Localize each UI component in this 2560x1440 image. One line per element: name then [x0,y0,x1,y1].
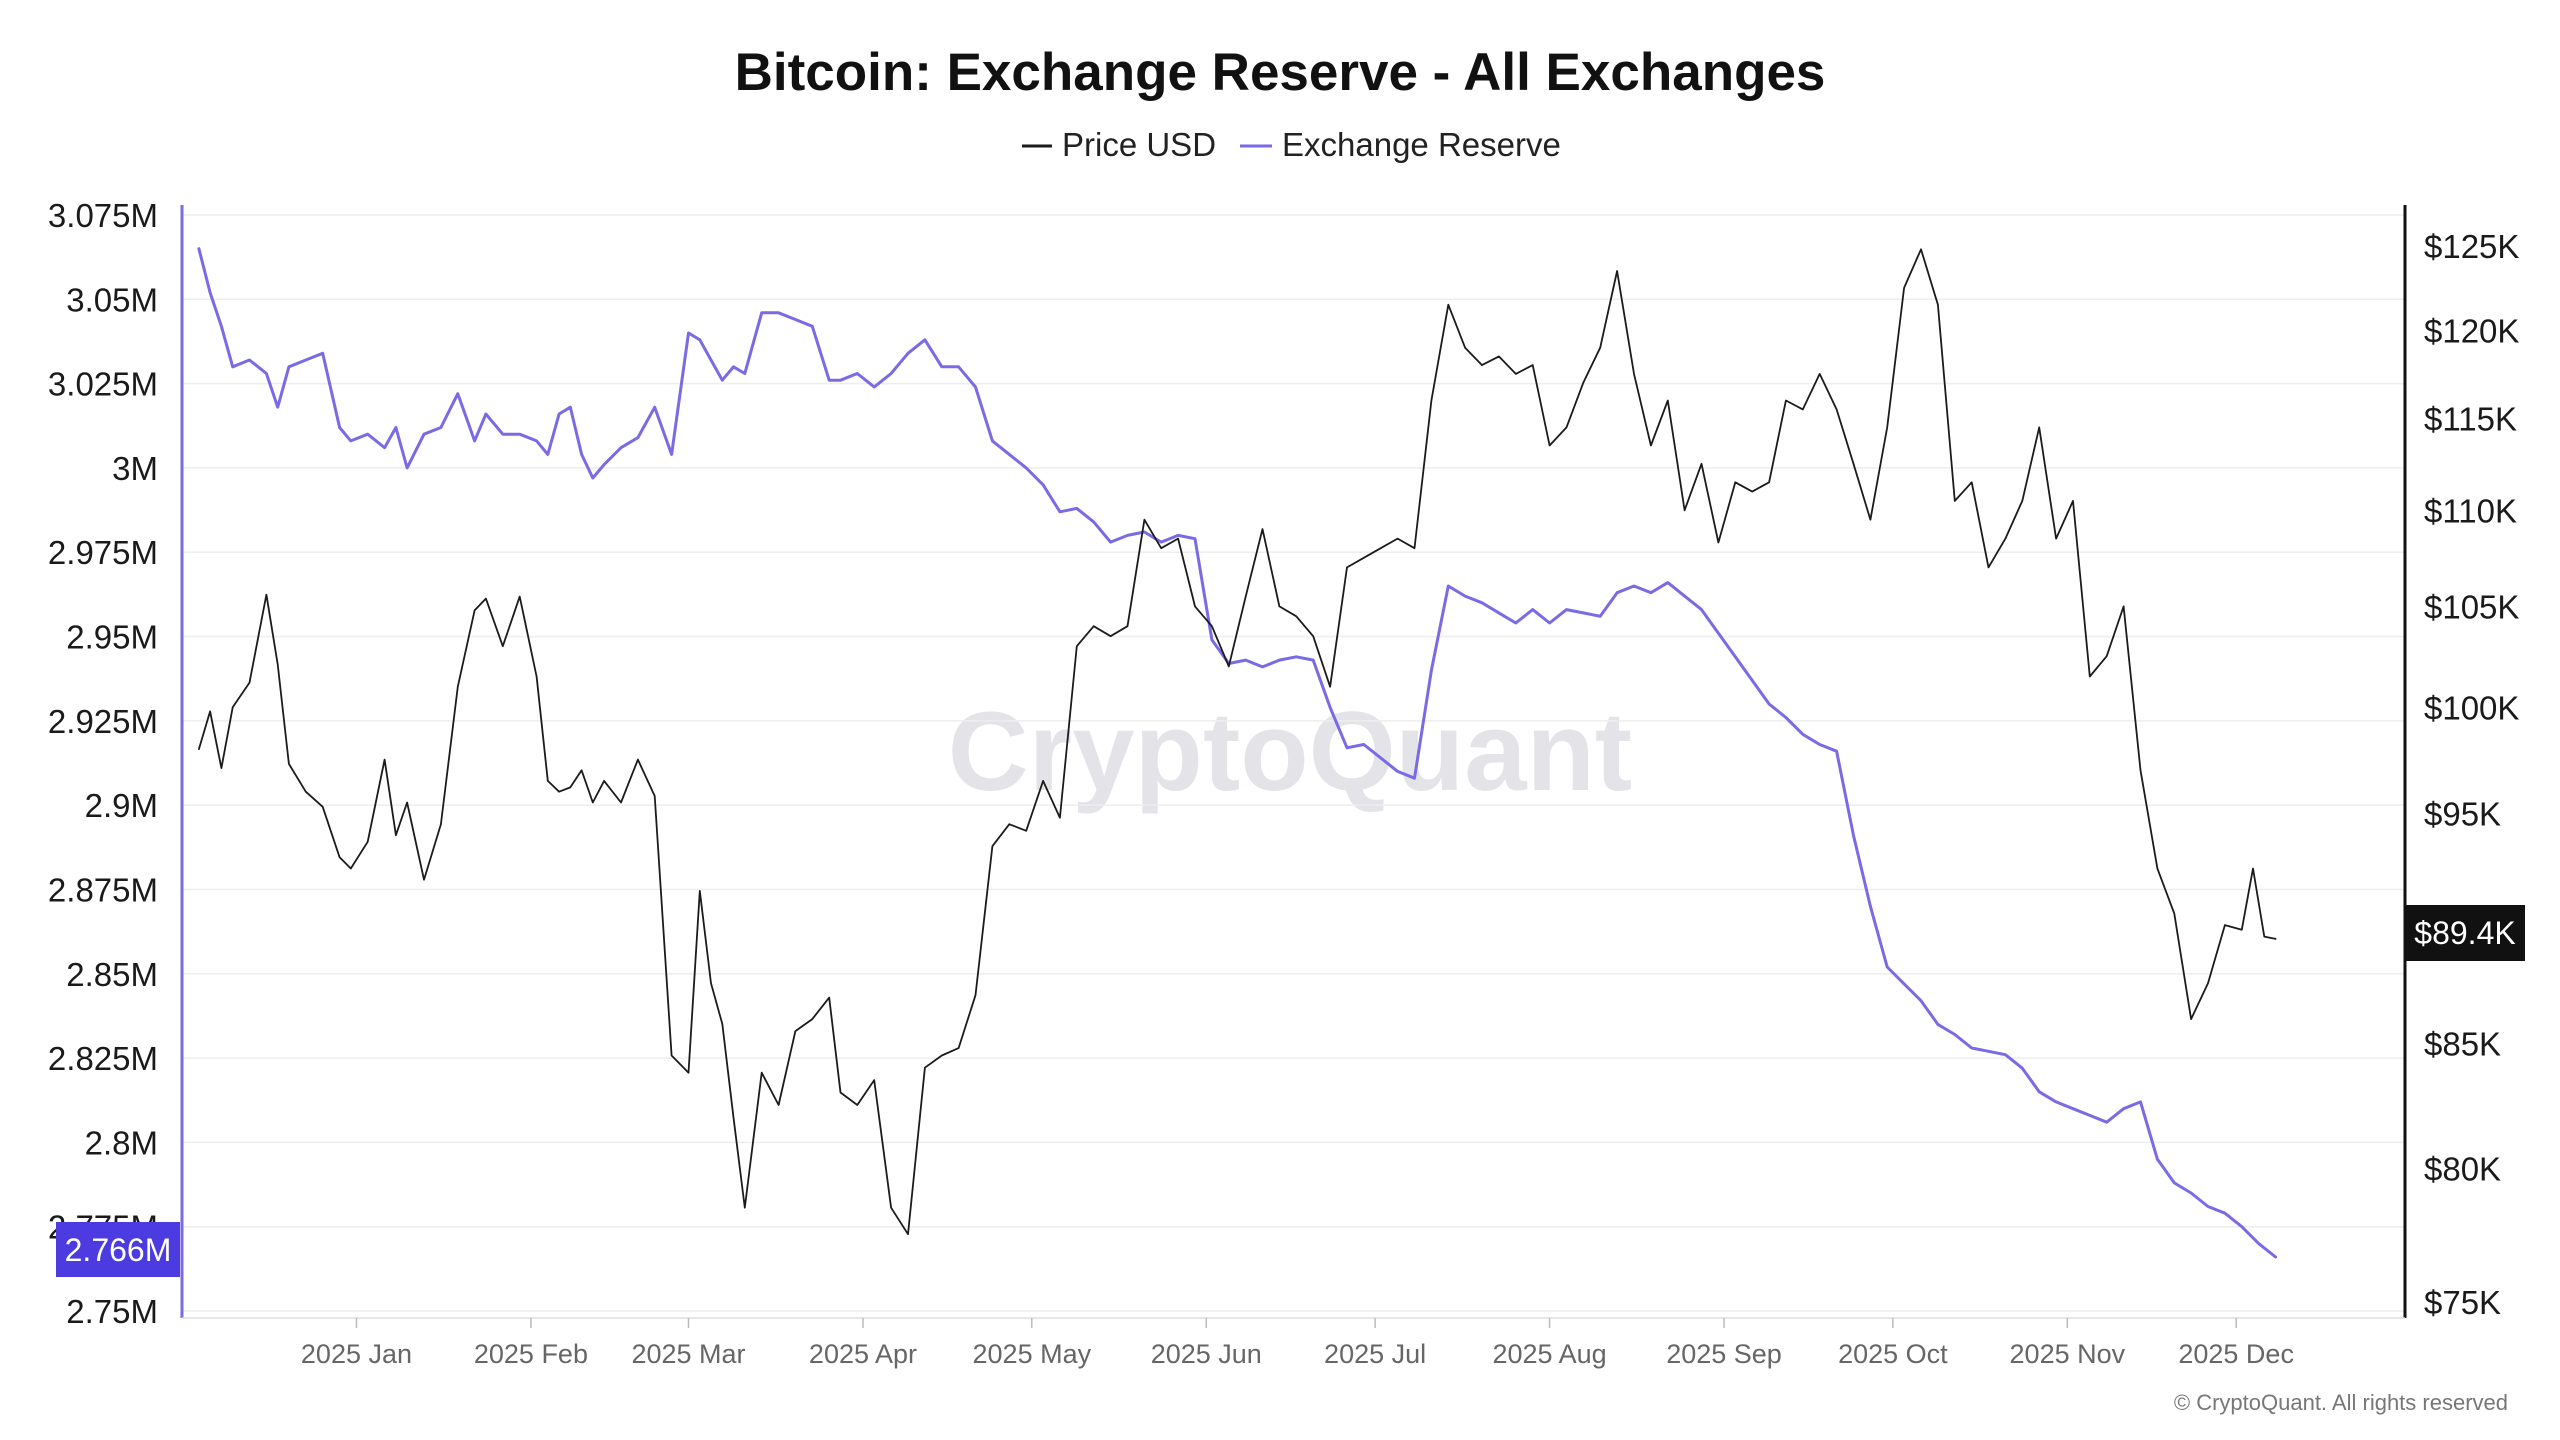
left-tick-label: 3.05M [66,281,158,318]
grid-lines [182,214,2405,1312]
x-tick-label: 2025 Apr [809,1339,917,1369]
right-tick-label: $80K [2424,1151,2501,1188]
right-tick-label: $115K [2424,400,2517,437]
current-reserve-badge-bg [56,1222,180,1277]
x-tick-label: 2025 Oct [1838,1339,1948,1369]
current-price-badge: $89.4K [2405,905,2525,961]
x-axis-ticks: 2025 Jan 2025 Feb 2025 Mar 2025 Apr 2025 May… [301,1318,2294,1369]
right-tick-label: $100K [2424,689,2519,726]
left-tick-label: 2.8M [85,1124,158,1161]
x-tick-label: 2025 Mar [631,1339,745,1369]
left-tick-label: 2.875M [48,871,158,908]
left-tick-label: 2.95M [66,619,158,656]
x-tick-label: 2025 Feb [474,1339,588,1369]
x-tick-label: 2025 May [973,1339,1092,1369]
right-tick-label: $75K [2424,1284,2501,1321]
left-tick-label: 3.075M [48,197,158,234]
right-axis-ticks: $125K $120K $115K $110K $105K $100K $95K $85K $8… [2424,228,2519,1321]
right-tick-label: $125K [2424,228,2519,265]
current-reserve-value: 2.766M [65,1232,172,1268]
left-tick-label: 2.75M [66,1293,158,1330]
left-tick-label: 2.9M [85,787,158,824]
x-tick-label: 2025 Nov [2010,1339,2126,1369]
legend-reserve-label[interactable]: Exchange Reserve [1282,126,1561,163]
right-tick-label: $110K [2424,492,2517,529]
left-tick-label: 2.975M [48,534,158,571]
left-tick-label: 3M [112,450,158,487]
left-tick-label: 2.925M [48,703,158,740]
copyright-notice: © CryptoQuant. All rights reserved [2174,1390,2508,1415]
x-tick-label: 2025 Dec [2178,1339,2294,1369]
right-tick-label: $120K [2424,312,2519,349]
right-tick-label: $105K [2424,588,2519,625]
current-reserve-badge: 2.766M [56,1222,180,1277]
legend-price-label[interactable]: Price USD [1062,126,1216,163]
right-tick-label: $85K [2424,1025,2501,1062]
current-price-value: $89.4K [2414,915,2515,951]
axes [180,205,2407,1319]
price-series-line [197,248,2277,1236]
x-tick-label: 2025 Aug [1493,1339,1607,1369]
reserve-series-line [197,247,2278,1259]
x-tick-label: 2025 Sep [1666,1339,1782,1369]
chart-title: Bitcoin: Exchange Reserve - All Exchange… [735,43,1826,102]
left-tick-label: 3.025M [48,366,158,403]
left-tick-label: 2.825M [48,1040,158,1077]
x-tick-label: 2025 Jan [301,1339,412,1369]
left-tick-label: 2.85M [66,956,158,993]
right-tick-label: $95K [2424,795,2501,832]
series-layer [197,247,2278,1259]
x-tick-label: 2025 Jul [1324,1339,1426,1369]
x-tick-label: 2025 Jun [1151,1339,1262,1369]
left-axis-ticks: 3.075M 3.05M 3.025M 3M 2.975M 2.95M 2.925M 2.9M… [48,197,158,1330]
current-price-badge-bg [2405,905,2525,961]
legend[interactable]: Price USD Exchange Reserve [1022,126,1561,163]
